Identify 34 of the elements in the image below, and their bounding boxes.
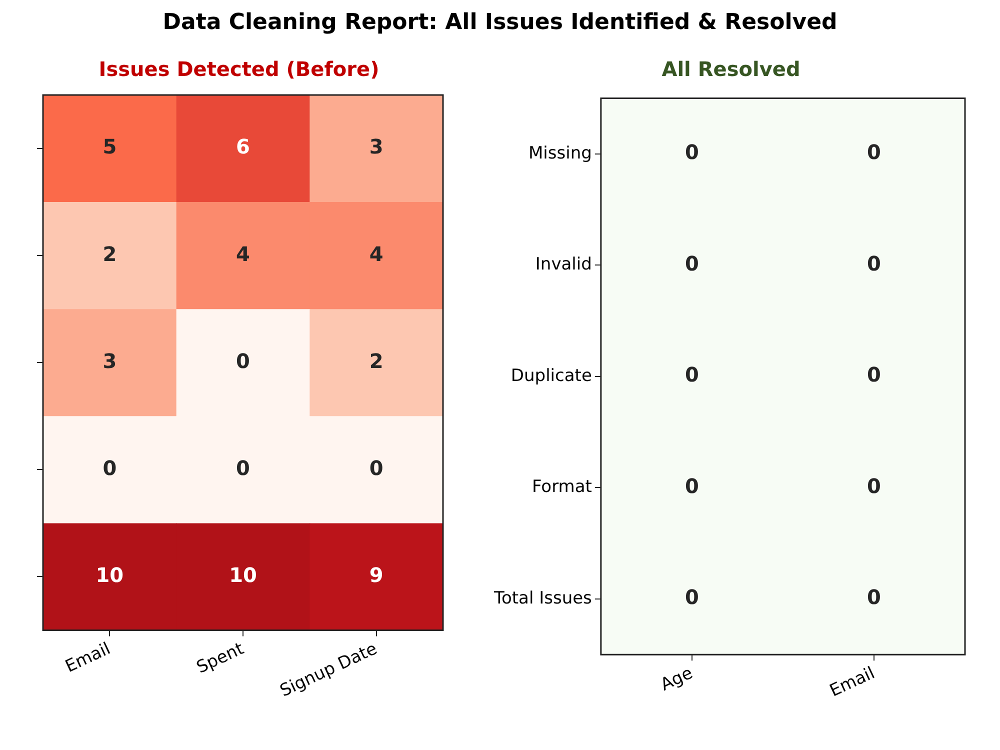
y-tick-label: Total Issues bbox=[492, 588, 592, 608]
data-label: 9 bbox=[369, 562, 384, 587]
chart-subtitle: All Resolved bbox=[662, 57, 800, 81]
chart-subtitle: Issues Detected (Before) bbox=[98, 57, 380, 81]
y-tick-label: Invalid bbox=[535, 254, 592, 275]
data-label: 2 bbox=[369, 348, 384, 373]
data-label: 4 bbox=[369, 242, 384, 266]
data-label: 4 bbox=[236, 242, 250, 266]
y-tick-label: Missing bbox=[528, 143, 592, 164]
data-label: 3 bbox=[102, 348, 117, 373]
x-tick-label: Age bbox=[658, 663, 696, 696]
data-label: 0 bbox=[684, 251, 699, 276]
data-label: 5 bbox=[102, 134, 117, 159]
data-label: 6 bbox=[236, 134, 250, 159]
data-label: 0 bbox=[684, 362, 699, 387]
data-label: 3 bbox=[369, 134, 384, 159]
data-label: 0 bbox=[236, 456, 250, 480]
data-label: 0 bbox=[867, 585, 881, 610]
data-label: 0 bbox=[684, 474, 699, 498]
y-tick-label: Duplicate bbox=[510, 366, 592, 386]
data-label: 0 bbox=[867, 474, 881, 498]
data-label: 0 bbox=[867, 362, 881, 387]
data-label: 0 bbox=[102, 456, 117, 480]
data-label: 0 bbox=[369, 456, 384, 480]
text: Data Cleaning Report: All Issues Identified & Resolved bbox=[162, 10, 838, 35]
data-label: 0 bbox=[867, 140, 881, 164]
data-label: 10 bbox=[96, 562, 124, 587]
data-label: 0 bbox=[867, 251, 881, 276]
data-label: 0 bbox=[684, 140, 699, 164]
data-label: 2 bbox=[102, 242, 117, 266]
y-tick-label: Format bbox=[532, 477, 592, 498]
data-label: 0 bbox=[684, 585, 699, 610]
data-label: 0 bbox=[236, 348, 250, 373]
data-label: 10 bbox=[229, 562, 257, 587]
